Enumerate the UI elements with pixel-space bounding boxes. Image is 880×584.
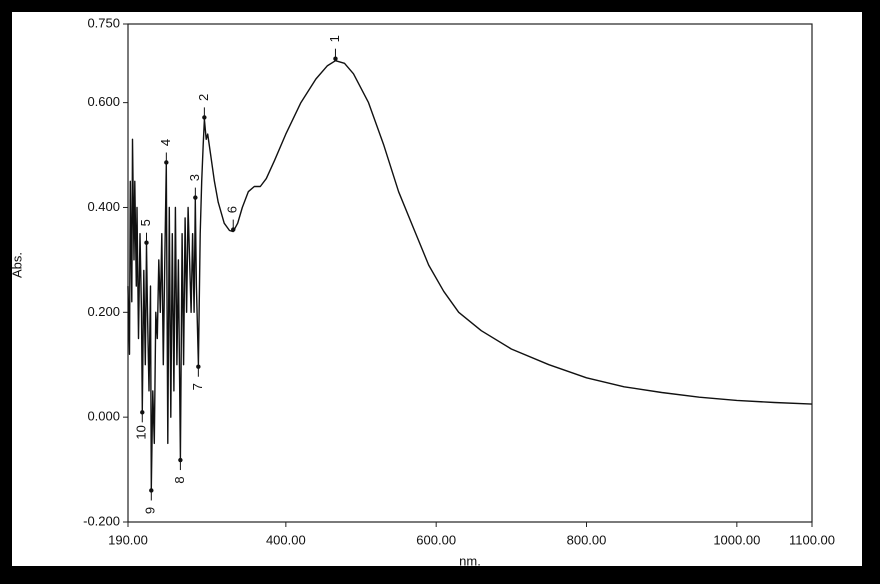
annotation-label: 6 [225,206,240,213]
annotation-label: 9 [143,507,158,514]
annotation-marker [164,160,169,165]
annotation-marker [202,115,207,120]
x-tick-label: 1100.00 [789,532,835,547]
y-tick-label: 0.750 [87,15,120,30]
y-axis-label: Abs. [9,252,24,278]
annotation-marker [178,457,183,463]
annotation-marker [149,488,154,493]
annotation-marker [196,364,201,369]
annotation-label: 3 [187,174,202,181]
chart-background [12,12,862,566]
annotation-label: 5 [138,219,153,226]
annotation-label: 7 [190,383,205,390]
y-tick-label: 0.600 [87,94,120,109]
annotation-marker [193,195,198,200]
annotation-marker [140,410,145,415]
x-tick-label: 1000.00 [713,532,760,547]
annotation-label: 1 [327,35,342,42]
annotation-marker [144,240,149,245]
annotation-label: 2 [196,94,211,101]
x-tick-label: 400.00 [266,532,306,547]
annotation-marker [333,56,338,61]
annotation-label: 10 [134,425,149,439]
plot-frame [127,23,813,523]
spectrum-line [127,60,813,490]
x-tick-label: 190.00 [108,532,148,547]
x-axis-label: nm. [459,553,481,568]
annotation-marker [231,227,236,232]
x-tick-label: 600.00 [416,532,456,547]
y-tick-label: 0.400 [87,199,120,214]
annotation-label: 4 [158,139,173,146]
y-tick-label: 0.200 [87,304,120,319]
x-tick-label: 800.00 [567,532,607,547]
annotation-label: 8 [172,476,187,483]
y-tick-label: -0.200 [83,513,120,528]
y-tick-label: 0.000 [87,409,120,424]
